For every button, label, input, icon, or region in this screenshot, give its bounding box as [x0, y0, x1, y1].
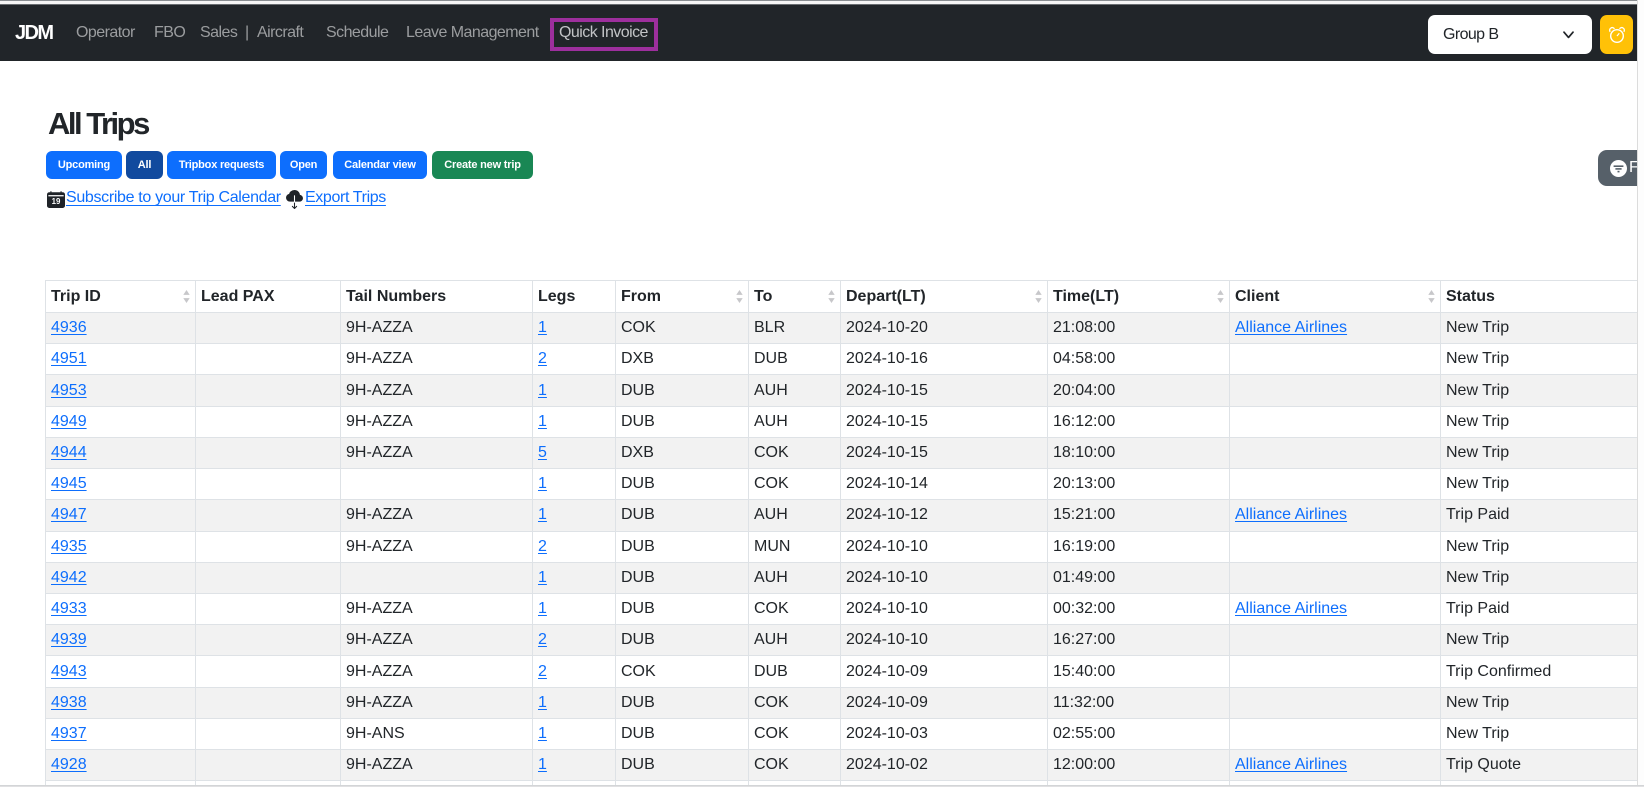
- svg-text:19: 19: [51, 197, 60, 206]
